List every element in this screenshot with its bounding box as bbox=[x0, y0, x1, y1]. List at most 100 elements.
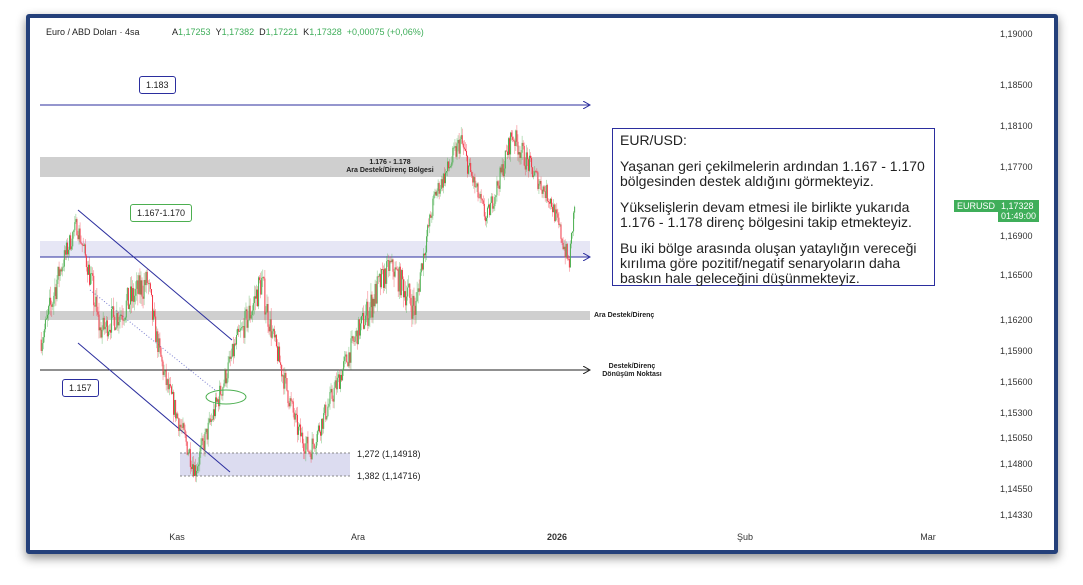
candle-body bbox=[285, 372, 287, 379]
candle-body bbox=[159, 338, 161, 348]
candle-body bbox=[123, 320, 125, 322]
x-tick-label: 2026 bbox=[546, 532, 568, 542]
candle-body bbox=[443, 173, 445, 184]
candle-body bbox=[465, 150, 467, 156]
candle-body bbox=[196, 470, 198, 476]
candle-body bbox=[200, 444, 202, 452]
candle-body bbox=[380, 269, 382, 288]
candle-body bbox=[70, 235, 72, 250]
candle-body bbox=[149, 283, 151, 289]
candle-body bbox=[243, 326, 245, 338]
y-tick-label: 1,16200 bbox=[1000, 315, 1033, 325]
candle-body bbox=[536, 171, 538, 173]
candle-body bbox=[55, 287, 57, 300]
candle-body bbox=[150, 288, 152, 296]
candle-body bbox=[318, 425, 320, 432]
candle-body bbox=[486, 207, 488, 218]
candle-body bbox=[147, 282, 149, 284]
candle-body bbox=[410, 297, 412, 306]
candle-body bbox=[413, 295, 415, 306]
candle-body bbox=[252, 303, 254, 311]
ohlc-readout: A1,17253 Y1,17382 D1,17221 K1,17328 +0,00075… bbox=[172, 27, 424, 37]
candle-body bbox=[334, 380, 336, 388]
candle-body bbox=[542, 186, 544, 194]
candle-body bbox=[328, 403, 330, 407]
candle-body bbox=[199, 451, 201, 465]
y-tick-label: 1,15900 bbox=[1000, 346, 1033, 356]
candle-body bbox=[335, 380, 337, 390]
candle-body bbox=[296, 414, 298, 435]
candle-body bbox=[272, 329, 274, 332]
candle-body bbox=[121, 314, 123, 320]
candle-body bbox=[434, 191, 436, 195]
analysis-note: EUR/USD: Yaşanan geri çekilmelerin ardınd… bbox=[612, 128, 935, 286]
candle-body bbox=[102, 317, 104, 330]
candle-body bbox=[322, 418, 324, 429]
candle-body bbox=[131, 286, 133, 302]
candle-body bbox=[169, 384, 171, 387]
candle-body bbox=[148, 283, 150, 285]
candle-body bbox=[94, 305, 96, 307]
candle-body bbox=[357, 319, 359, 345]
candle-body bbox=[438, 183, 440, 194]
candle-body bbox=[162, 361, 164, 375]
candle-body bbox=[302, 432, 304, 444]
candle-body bbox=[271, 331, 273, 338]
candle-body bbox=[242, 326, 244, 327]
candle-body bbox=[568, 258, 570, 268]
candle-body bbox=[510, 132, 512, 155]
candle-body bbox=[345, 354, 347, 357]
candle-body bbox=[269, 319, 271, 332]
candle-body bbox=[528, 155, 530, 171]
candle-body bbox=[185, 434, 187, 442]
candle-body bbox=[379, 273, 381, 288]
candle-body bbox=[527, 159, 529, 171]
candle-body bbox=[421, 263, 423, 270]
candle-body bbox=[507, 138, 509, 155]
candle-body bbox=[374, 283, 376, 307]
candle-body bbox=[560, 224, 562, 239]
candle-body bbox=[468, 165, 470, 174]
candle-body bbox=[551, 198, 553, 207]
candle-body bbox=[186, 441, 188, 455]
candle-body bbox=[143, 279, 145, 299]
candle-body bbox=[313, 444, 315, 449]
candle-body bbox=[52, 303, 54, 307]
candle-body bbox=[227, 362, 229, 379]
candle-body bbox=[459, 139, 461, 154]
candle-body bbox=[442, 173, 444, 188]
candle-body bbox=[171, 391, 173, 394]
candle-body bbox=[540, 180, 542, 190]
candle-body bbox=[549, 198, 551, 204]
candle-body bbox=[534, 171, 536, 176]
candle-body bbox=[156, 331, 158, 342]
candle-body bbox=[132, 288, 134, 302]
price-tag: 1,17328 01:49:00 bbox=[998, 200, 1040, 222]
candle-body bbox=[71, 246, 73, 250]
candle-body bbox=[179, 424, 181, 431]
candle-body bbox=[497, 181, 499, 186]
candle-body bbox=[218, 399, 220, 407]
candle-body bbox=[327, 406, 329, 417]
candle-body bbox=[100, 327, 102, 338]
candle-body bbox=[286, 378, 288, 391]
candle-body bbox=[80, 242, 82, 244]
candle-body bbox=[317, 425, 319, 432]
candle-body bbox=[502, 164, 504, 177]
candle-body bbox=[175, 400, 177, 419]
candle-body bbox=[387, 260, 389, 262]
candle-body bbox=[238, 328, 240, 332]
candle-body bbox=[140, 280, 142, 295]
candle-body bbox=[47, 314, 49, 319]
candle-body bbox=[400, 270, 402, 296]
candle-body bbox=[462, 143, 464, 148]
candle-body bbox=[530, 155, 532, 159]
candle-body bbox=[398, 266, 400, 292]
candle-body bbox=[544, 191, 546, 199]
candle-body bbox=[215, 397, 217, 417]
candle-body bbox=[59, 269, 61, 277]
candle-body bbox=[201, 438, 203, 445]
candle-body bbox=[573, 212, 575, 232]
candle-body bbox=[538, 183, 540, 189]
